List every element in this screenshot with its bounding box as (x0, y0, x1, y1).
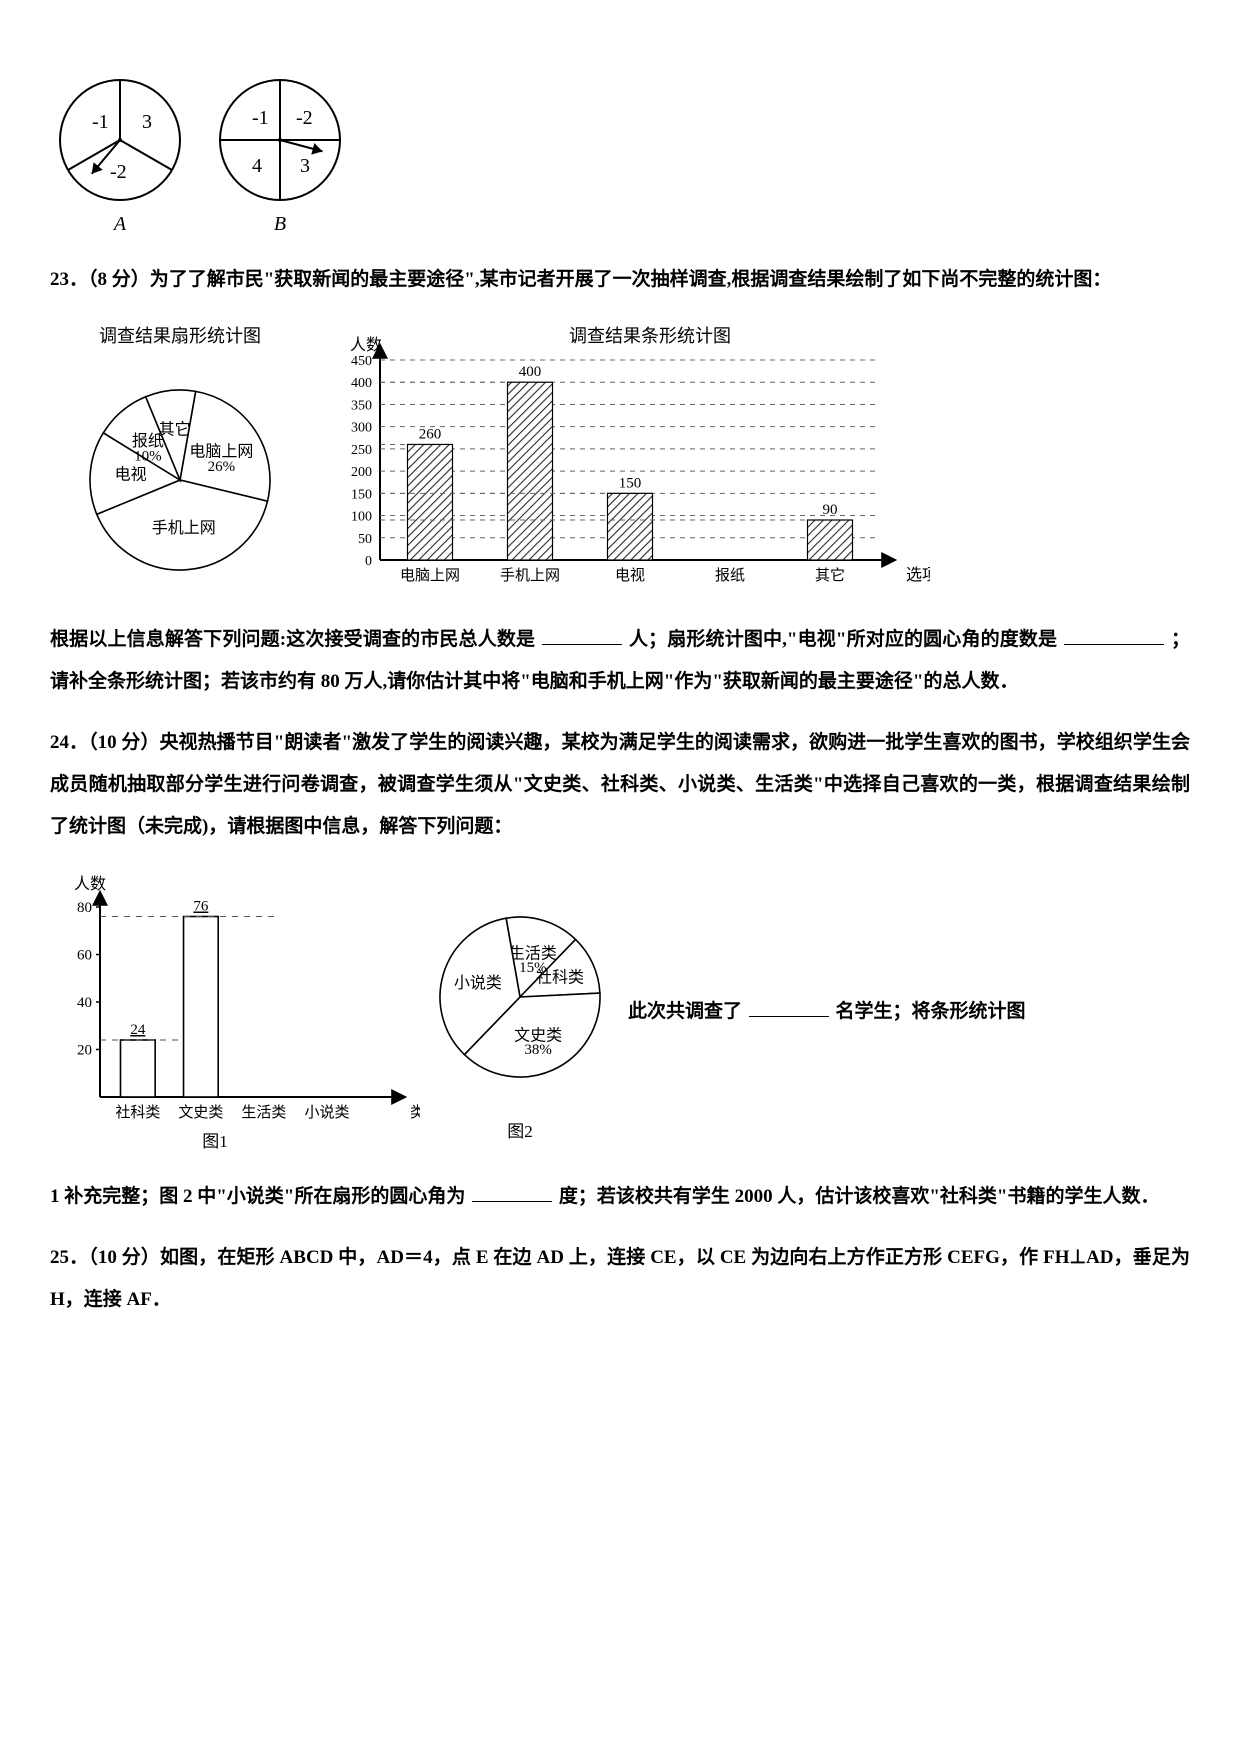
svg-text:400: 400 (519, 364, 542, 380)
spinnerB-s2: -2 (296, 107, 313, 129)
svg-text:小说类: 小说类 (304, 1104, 349, 1121)
svg-text:其它: 其它 (159, 420, 191, 438)
svg-text:类别: 类别 (410, 1104, 420, 1121)
svg-text:文史类: 文史类 (178, 1104, 223, 1121)
spinnerB-s1: -1 (252, 107, 269, 129)
svg-text:电脑上网: 电脑上网 (400, 567, 460, 584)
q23-body-2: 人；扇形统计图中,"电视"所对应的圆心角的度数是 (629, 629, 1057, 650)
svg-text:10%: 10% (134, 448, 162, 464)
q24-bar-chart: 人数 20 40 60 80 24 社科类 76 文史类 生活类 小说类 类别图1 (50, 867, 420, 1157)
svg-text:调查结果扇形统计图: 调查结果扇形统计图 (99, 326, 261, 346)
q24-body-2: 度；若该校共有学生 2000 人，估计该校喜欢"社科类"书籍的学生人数． (559, 1186, 1160, 1207)
svg-text:电视: 电视 (115, 466, 147, 484)
svg-text:电视: 电视 (615, 567, 645, 584)
svg-text:其它: 其它 (815, 566, 845, 584)
svg-text:20: 20 (77, 1043, 92, 1059)
svg-text:250: 250 (351, 443, 372, 458)
q24-body: 1 补充完整；图 2 中"小说类"所在扇形的圆心角为 度；若该校共有学生 200… (50, 1176, 1190, 1218)
q24-pie-chart: 生活类15%社科类文史类38%小说类图2 (420, 867, 620, 1157)
svg-text:社科类: 社科类 (115, 1104, 160, 1121)
svg-text:80: 80 (77, 900, 92, 916)
svg-text:人数: 人数 (74, 875, 106, 893)
svg-text:社科类: 社科类 (536, 968, 584, 986)
q24-inline-1: 此次共调查了 (628, 1001, 742, 1022)
svg-text:400: 400 (351, 376, 372, 391)
svg-text:150: 150 (619, 475, 642, 491)
q24-prefix: 24．（10 分）央视热播节目"朗读者"激发了学生的阅读兴趣，某校为满足学生的阅… (50, 722, 1190, 848)
spinner-diagrams: -1 3 -2 A -1 -2 4 3 (40, 60, 1190, 240)
spinnerB-s3: 4 (252, 155, 262, 177)
svg-text:90: 90 (823, 502, 838, 518)
q24-charts: 人数2040608024社科类76文史类生活类小说类类别图1 生活类15%社科类… (50, 867, 1190, 1157)
svg-text:260: 260 (419, 426, 442, 442)
q23-body-1: 根据以上信息解答下列问题:这次接受调查的市民总人数是 (50, 629, 535, 650)
svg-text:电脑上网: 电脑上网 (189, 443, 253, 461)
svg-text:150: 150 (351, 487, 372, 502)
spinnerA-s1: -1 (92, 111, 109, 133)
svg-text:300: 300 (351, 421, 372, 436)
spinner-svg: -1 3 -2 A -1 -2 4 3 (40, 60, 370, 240)
q23-bar-chart: 调查结果条形统计图人数 0 50 100 150 200 250 300 350 400 450 26… (310, 320, 930, 600)
svg-text:小说类: 小说类 (454, 974, 502, 992)
svg-text:24: 24 (130, 1022, 146, 1038)
svg-text:38%: 38% (524, 1042, 552, 1058)
q25-text: 25．（10 分）如图，在矩形 ABCD 中，AD＝4，点 E 在边 AD 上，… (50, 1237, 1190, 1321)
svg-text:图2: 图2 (507, 1122, 533, 1141)
svg-text:350: 350 (351, 398, 372, 413)
svg-text:人数: 人数 (350, 336, 382, 354)
svg-text:选项: 选项 (906, 566, 930, 584)
svg-text:手机上网: 手机上网 (152, 519, 216, 537)
svg-text:0: 0 (365, 554, 372, 569)
svg-text:200: 200 (351, 465, 372, 480)
q23-body: 根据以上信息解答下列问题:这次接受调查的市民总人数是 人；扇形统计图中,"电视"… (50, 619, 1190, 703)
svg-text:40: 40 (77, 995, 92, 1011)
q24-inline-right: 此次共调查了 名学生；将条形统计图 (628, 991, 1190, 1033)
svg-text:76: 76 (193, 899, 209, 915)
svg-text:60: 60 (77, 948, 92, 964)
spinnerA-s3: -2 (110, 161, 127, 183)
spinnerA-label: A (112, 213, 127, 235)
q23-charts: 调查结果扇形统计图电脑上网26%手机上网电视报纸10%其它 调查结果条形统计图人… (50, 320, 1190, 600)
q23-blank-2[interactable] (1064, 627, 1164, 645)
spinnerB-s4: 3 (300, 155, 310, 177)
q23-pie-chart: 调查结果扇形统计图电脑上网26%手机上网电视报纸10%其它 (50, 320, 310, 600)
q24-blank-2[interactable] (472, 1184, 552, 1202)
svg-text:450: 450 (351, 354, 372, 369)
svg-text:100: 100 (351, 510, 372, 525)
spinnerA-s2: 3 (142, 111, 152, 133)
svg-text:报纸: 报纸 (715, 567, 745, 584)
q24-body-1: 1 补充完整；图 2 中"小说类"所在扇形的圆心角为 (50, 1186, 465, 1207)
q24-blank-1[interactable] (749, 999, 829, 1017)
svg-text:26%: 26% (208, 459, 236, 475)
q24-inline-2: 名学生；将条形统计图 (836, 1001, 1026, 1022)
svg-text:图1: 图1 (202, 1132, 228, 1151)
q23-blank-1[interactable] (542, 627, 622, 645)
svg-text:手机上网: 手机上网 (500, 567, 560, 584)
q23-prefix: 23．（8 分）为了了解市民"获取新闻的最主要途径",某市记者开展了一次抽样调查… (50, 259, 1190, 301)
spinnerB-label: B (274, 213, 286, 235)
svg-text:生活类: 生活类 (241, 1104, 286, 1121)
svg-text:50: 50 (358, 532, 372, 547)
svg-text:调查结果条形统计图: 调查结果条形统计图 (569, 326, 731, 346)
